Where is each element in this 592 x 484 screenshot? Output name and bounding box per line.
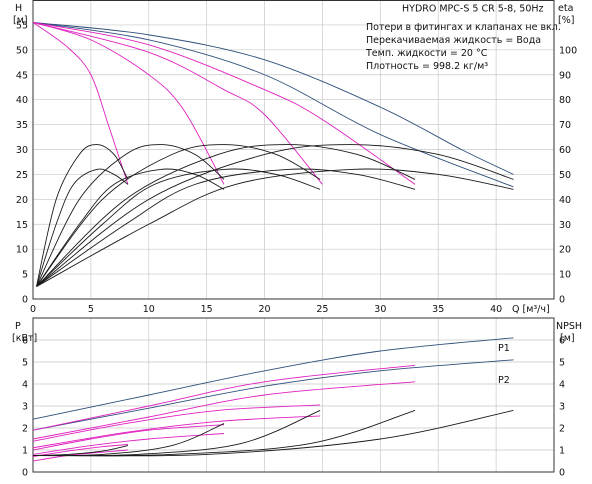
tick-label-eta: 20 [559, 245, 571, 256]
tick-label-npsh: 1 [559, 446, 565, 457]
series-label-p2: P2 [498, 375, 510, 386]
tick-label-power: 6 [22, 336, 28, 347]
eta-curve-10 [36, 144, 514, 287]
tick-label-head: 45 [16, 70, 28, 81]
top-plot-frame [32, 0, 555, 300]
head-curve-2 [32, 21, 416, 185]
tick-label-head: 35 [16, 120, 28, 131]
power-curve-4 [32, 404, 321, 442]
tick-label-power: 1 [22, 446, 28, 457]
tick-label-power: 2 [22, 424, 28, 435]
eta-curve-11 [36, 168, 129, 287]
eta-curve-13 [36, 168, 321, 287]
head-curve-3 [32, 21, 323, 185]
eta-axis-unit: [%] [558, 15, 574, 26]
eta-curve-9 [36, 144, 416, 287]
tick-label-eta: 10 [559, 270, 571, 281]
tick-label-flow: 10 [143, 304, 155, 315]
tick-label-eta: 100 [559, 45, 577, 56]
npsh-axis-label: NPSH [556, 321, 582, 332]
grid-layer [32, 0, 555, 473]
tick-label-npsh: 5 [559, 358, 565, 369]
curves-layer [32, 21, 514, 462]
power-curve-0 [32, 337, 514, 420]
tick-label-power: 5 [22, 358, 28, 369]
tick-label-eta: 60 [559, 145, 571, 156]
eta-curve-8 [36, 144, 321, 287]
tick-label-flow: 0 [30, 304, 36, 315]
power-curve-1 [32, 359, 514, 431]
tick-label-flow: 20 [259, 304, 271, 315]
tick-label-eta: 80 [559, 95, 571, 106]
power-curve-2 [32, 364, 416, 431]
eta-curve-15 [36, 168, 514, 287]
npsh-axis-unit: [м] [560, 333, 575, 344]
npsh-curve-14 [32, 409, 514, 457]
tick-label-power: 0 [22, 468, 28, 479]
eta-curve-12 [36, 168, 225, 287]
npsh-curve-13 [32, 409, 416, 457]
tick-label-head: 50 [16, 45, 28, 56]
tick-label-eta: 90 [559, 70, 571, 81]
head-axis-unit: [м] [13, 15, 28, 26]
tick-label-flow: 40 [490, 304, 502, 315]
info-line-3: Темп. жидкости = 20 °C [365, 48, 488, 59]
head-axis-label: H [15, 3, 22, 14]
eta-axis-label: eta [558, 3, 573, 14]
tick-label-head: 0 [22, 295, 28, 306]
tick-label-head: 30 [16, 145, 28, 156]
tick-label-flow: 25 [316, 304, 328, 315]
tick-label-npsh: 0 [559, 468, 565, 479]
head-curve-0 [32, 21, 514, 175]
head-curve-5 [32, 22, 129, 185]
tick-label-power: 4 [22, 380, 28, 391]
tick-label-eta: 40 [559, 195, 571, 206]
power-curve-8 [32, 444, 128, 458]
power-curve-7 [32, 433, 225, 455]
power-axis-unit: [кВт] [12, 333, 37, 344]
eta-curve-6 [36, 144, 129, 287]
tick-label-flow: 30 [374, 304, 386, 315]
tick-label-head: 55 [16, 20, 28, 31]
tick-label-eta: 30 [559, 220, 571, 231]
power-curve-3 [32, 381, 416, 440]
info-line-1: Потери в фитингах и клапанах не вкл. [366, 22, 561, 33]
tick-label-head: 40 [16, 95, 28, 106]
tick-label-head: 15 [16, 220, 28, 231]
tick-label-npsh: 4 [559, 380, 565, 391]
tick-label-eta: 0 [559, 295, 565, 306]
tick-label-flow: 35 [432, 304, 444, 315]
tick-label-npsh: 3 [559, 402, 565, 413]
plot-frames [32, 0, 555, 473]
tick-label-flow: 5 [88, 304, 94, 315]
head-curve-1 [32, 21, 514, 188]
power-axis-label: P [15, 321, 21, 332]
bottom-plot-frame [32, 317, 555, 473]
title: HYDRO MPC-S 5 CR 5-8, 50Hz [402, 4, 544, 15]
tick-labels: 0510152025303540455055010203040506070809… [16, 20, 577, 478]
tick-label-flow: 15 [201, 304, 213, 315]
series-label-p1: P1 [498, 343, 510, 354]
eta-curve-14 [36, 168, 416, 287]
tick-label-head: 25 [16, 170, 28, 181]
tick-label-head: 10 [16, 245, 28, 256]
tick-label-npsh: 2 [559, 424, 565, 435]
power-curve-9 [32, 449, 128, 462]
info-line-2: Перекачиваемая жидкость = Вода [366, 35, 541, 46]
eta-curve-7 [36, 144, 225, 287]
tick-label-eta: 70 [559, 120, 571, 131]
tick-label-power: 3 [22, 402, 28, 413]
info-line-4: Плотность = 998.2 кг/м³ [366, 61, 488, 72]
power-curve-6 [32, 424, 225, 451]
tick-label-eta: 50 [559, 170, 571, 181]
tick-label-head: 20 [16, 195, 28, 206]
tick-label-head: 5 [22, 270, 28, 281]
head-curve-4 [32, 21, 225, 185]
tick-label-npsh: 6 [559, 336, 565, 347]
power-curve-5 [32, 415, 321, 449]
flow-axis-label: Q [м³/ч] [512, 304, 550, 315]
